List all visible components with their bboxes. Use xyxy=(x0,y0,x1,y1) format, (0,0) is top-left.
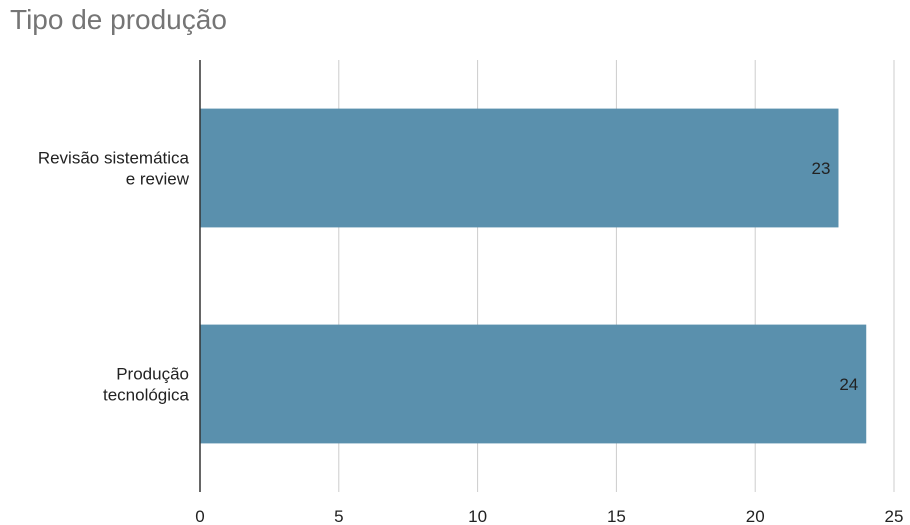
data-labels: 23 24 xyxy=(812,159,859,394)
chart-title: Tipo de produção xyxy=(10,4,227,35)
x-tick-label: 10 xyxy=(468,507,487,525)
x-tick-label: 25 xyxy=(885,507,904,525)
category-label: Produção tecnológica xyxy=(103,365,190,405)
x-tick-label: 5 xyxy=(334,507,343,525)
x-tick-label: 20 xyxy=(746,507,765,525)
bars xyxy=(200,108,867,444)
x-tick-labels: 0 5 10 15 20 25 xyxy=(195,507,903,525)
bar xyxy=(200,108,839,228)
category-label: Revisão sistemática e review xyxy=(38,149,190,189)
data-label: 23 xyxy=(812,159,831,178)
category-labels: Revisão sistemática e review Produção tecno… xyxy=(38,149,190,405)
x-tick-label: 15 xyxy=(607,507,626,525)
data-label: 24 xyxy=(839,375,858,394)
bar xyxy=(200,324,867,444)
x-tick-label: 0 xyxy=(195,507,204,525)
